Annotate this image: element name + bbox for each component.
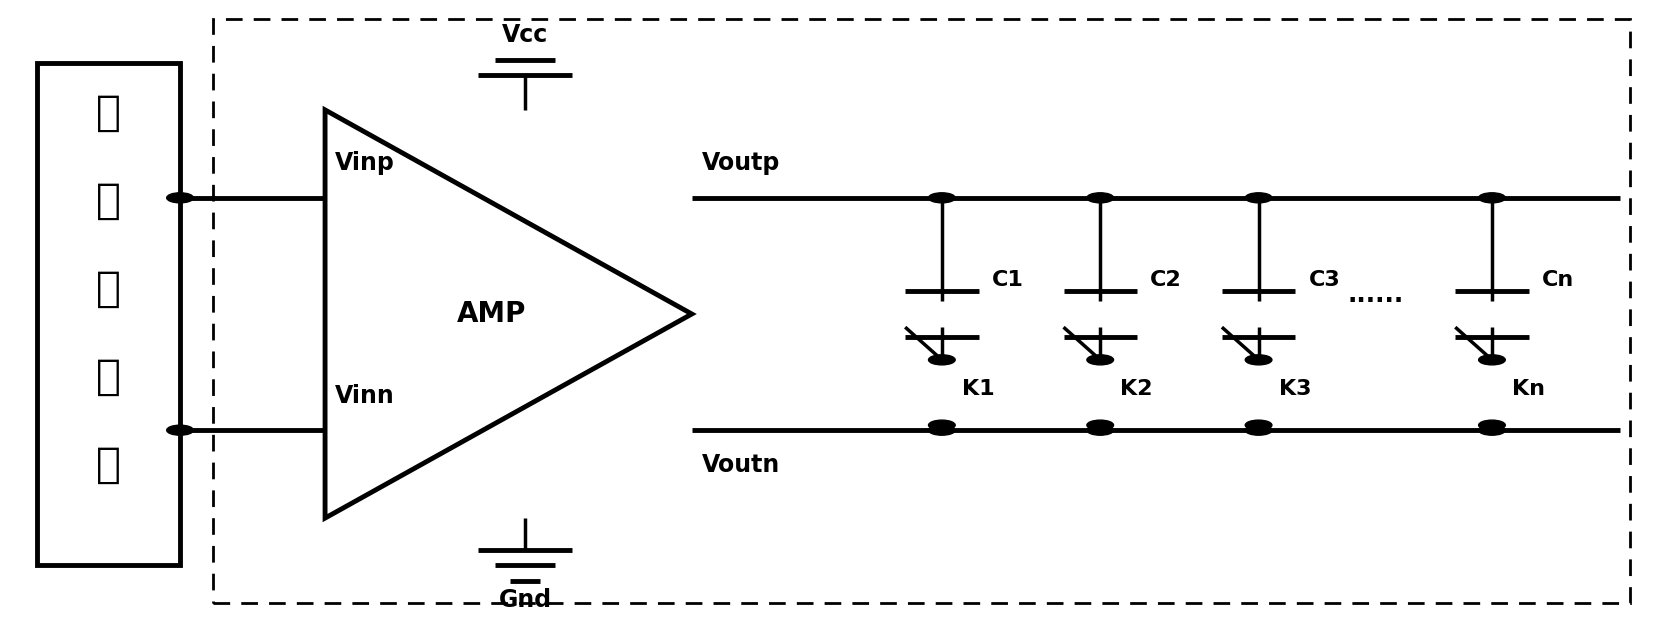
Circle shape [929, 193, 955, 203]
Text: C1: C1 [992, 270, 1024, 290]
Text: 大: 大 [97, 356, 120, 398]
Text: 器: 器 [97, 444, 120, 485]
Circle shape [1479, 420, 1505, 430]
Text: Vcc: Vcc [502, 23, 548, 46]
Circle shape [1245, 193, 1272, 203]
Circle shape [1087, 420, 1114, 430]
Text: K3: K3 [1279, 379, 1310, 399]
Text: C3: C3 [1309, 270, 1340, 290]
Text: Vinn: Vinn [335, 384, 395, 408]
Circle shape [1087, 355, 1114, 365]
Text: ......: ...... [1347, 283, 1404, 307]
Circle shape [1087, 193, 1114, 203]
Text: 前: 前 [97, 92, 120, 134]
Text: K2: K2 [1120, 379, 1152, 399]
Text: 放: 放 [97, 268, 120, 310]
Text: 置: 置 [97, 180, 120, 222]
Text: Vinp: Vinp [335, 151, 395, 175]
Circle shape [167, 193, 193, 203]
Circle shape [1087, 425, 1114, 435]
Circle shape [1245, 425, 1272, 435]
Circle shape [167, 425, 193, 435]
Text: C2: C2 [1150, 270, 1182, 290]
Text: Gnd: Gnd [498, 588, 552, 612]
Circle shape [1479, 193, 1505, 203]
Text: AMP: AMP [457, 300, 527, 328]
Circle shape [929, 425, 955, 435]
Text: Cn: Cn [1542, 270, 1574, 290]
Circle shape [929, 355, 955, 365]
Text: Voutp: Voutp [702, 151, 780, 175]
Bar [37, 63, 180, 565]
Circle shape [1479, 355, 1505, 365]
Text: Kn: Kn [1512, 379, 1545, 399]
Circle shape [929, 420, 955, 430]
Text: Voutn: Voutn [702, 453, 780, 477]
Circle shape [1245, 355, 1272, 365]
Circle shape [1479, 425, 1505, 435]
Circle shape [1245, 420, 1272, 430]
Text: K1: K1 [962, 379, 995, 399]
